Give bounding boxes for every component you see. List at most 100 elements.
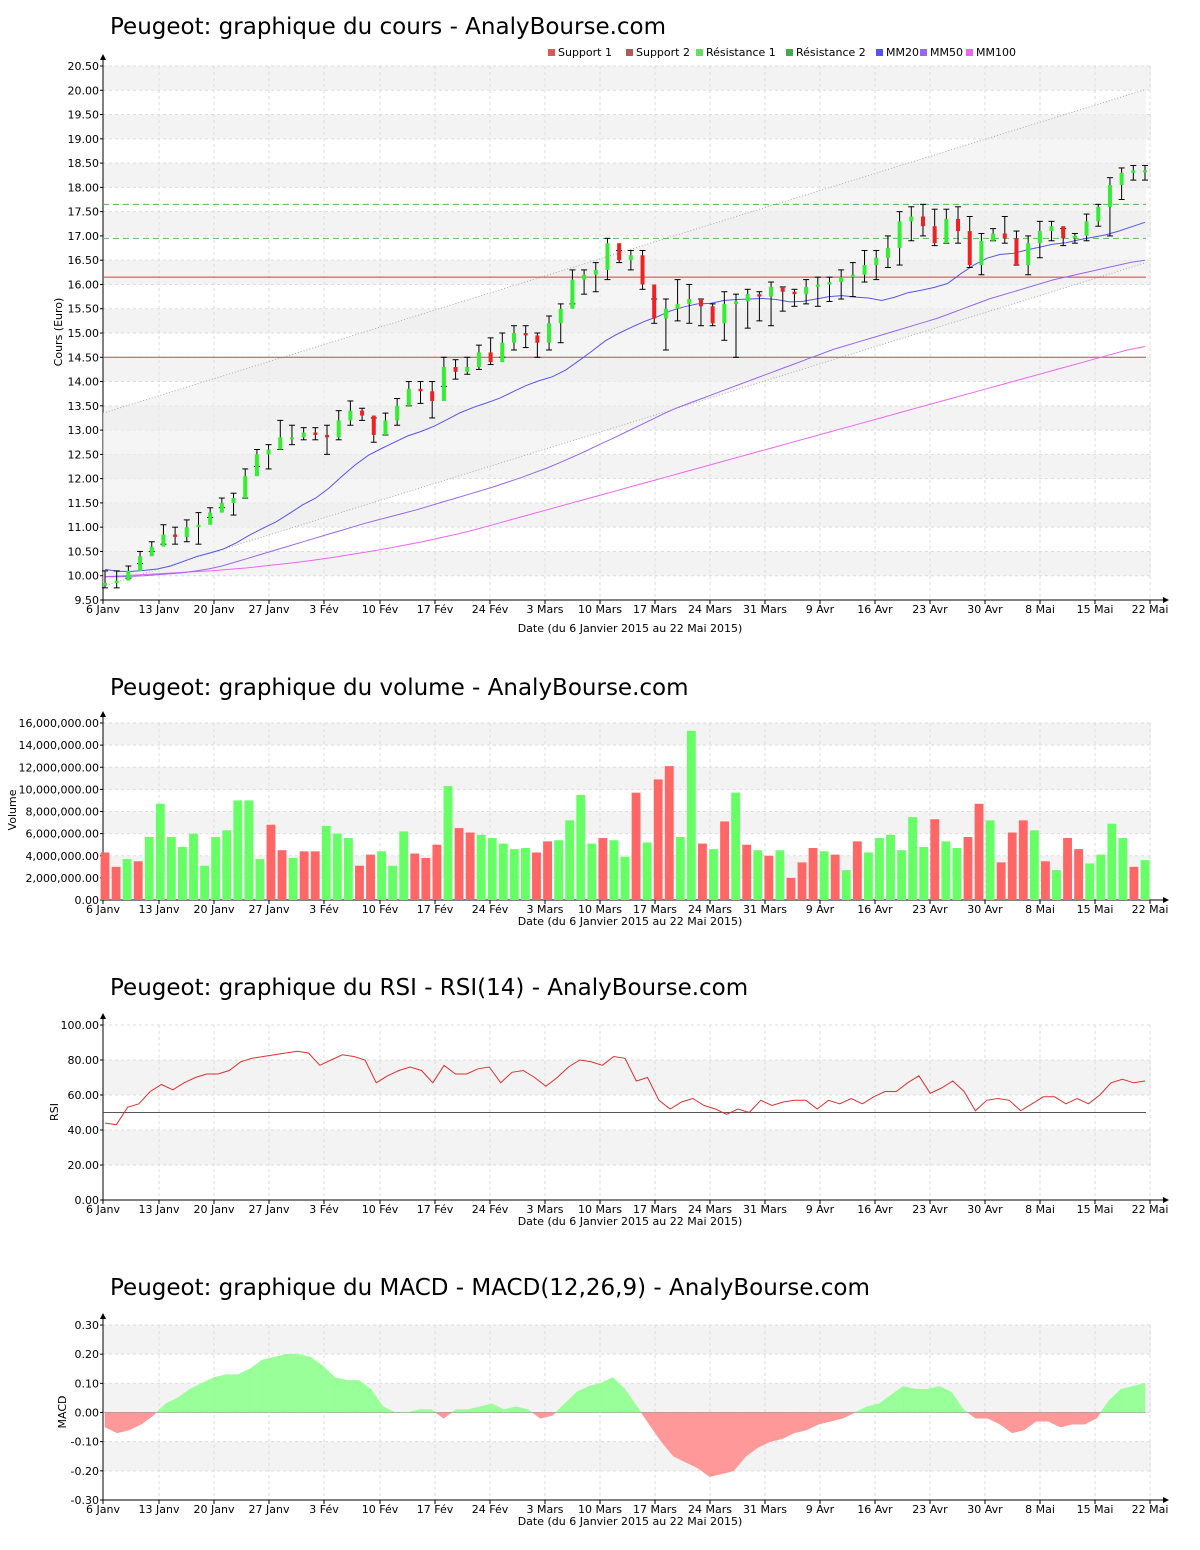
volume-bar <box>410 853 420 900</box>
x-tick-label: 30 Avr <box>967 903 1003 916</box>
x-tick-label: 6 Janv <box>86 1203 120 1216</box>
candle <box>510 325 517 351</box>
y-tick-label: 60.00 <box>68 1089 100 1102</box>
candle-body <box>476 352 481 367</box>
volume-axes: 0.00 2,000,000.00 4,000,000.00 6,000,000.00… <box>19 711 1169 916</box>
candle-body <box>710 306 715 324</box>
candle-body <box>196 524 201 528</box>
x-tick-label: 31 Mars <box>743 1203 787 1216</box>
candle <box>207 507 214 525</box>
volume-bar <box>388 865 398 900</box>
x-tick-label: 15 Mai <box>1077 903 1114 916</box>
grid-band <box>103 723 1151 746</box>
candle <box>803 279 810 305</box>
candle <box>616 243 623 264</box>
grid-band <box>103 114 1151 139</box>
volume-bar <box>642 842 652 900</box>
candle-body <box>126 570 131 581</box>
volume-y-axis-label: Volume <box>6 789 19 830</box>
volume-bar <box>742 844 752 900</box>
x-tick-label: 31 Mars <box>743 903 787 916</box>
legend-swatch <box>966 49 973 56</box>
candle <box>768 281 775 327</box>
y-tick-label: 0.20 <box>75 1348 100 1361</box>
volume-bar <box>189 833 198 900</box>
candle-body <box>1014 238 1019 266</box>
macd-negative-area <box>104 1412 1102 1478</box>
y-axis-arrow <box>100 1013 106 1019</box>
y-tick-label: 11.00 <box>68 521 100 534</box>
candle <box>335 410 342 441</box>
candle-body <box>1026 243 1031 266</box>
candle <box>1130 165 1137 181</box>
candle <box>218 497 225 513</box>
volume-bar <box>266 824 276 900</box>
volume-bar <box>432 844 442 900</box>
grid-band <box>103 767 1151 790</box>
x-tick-label: 17 Mars <box>633 1503 677 1516</box>
volume-bar <box>775 850 785 900</box>
candle-body <box>944 218 949 244</box>
candle-body <box>511 333 516 343</box>
x-tick-label: 16 Avr <box>857 903 893 916</box>
x-tick-label: 20 Janv <box>194 1503 235 1516</box>
y-tick-label: 10.00 <box>68 570 100 583</box>
x-tick-label: 10 Fév <box>362 903 399 916</box>
x-tick-label: 31 Mars <box>743 1503 787 1516</box>
volume-bar <box>509 849 519 900</box>
x-tick-label: 9 Avr <box>806 903 835 916</box>
candle-body <box>243 476 248 499</box>
volume-bar <box>211 836 221 900</box>
candle <box>546 315 553 351</box>
candle <box>779 286 786 312</box>
x-tick-label: 24 Fév <box>472 1503 509 1516</box>
volume-bar <box>310 851 320 900</box>
y-tick-label: 20.50 <box>68 60 100 73</box>
price-panel: Peugeot: graphique du cours - AnalyBours… <box>52 14 1169 635</box>
x-tick-label: 13 Janv <box>139 1203 180 1216</box>
x-tick-label: 10 Mars <box>578 1203 622 1216</box>
candle-body <box>991 233 996 241</box>
candle-body <box>979 240 984 266</box>
x-tick-label: 13 Janv <box>139 603 180 616</box>
x-tick-label: 16 Avr <box>857 1203 893 1216</box>
volume-bar <box>952 848 962 900</box>
candle <box>1071 232 1078 244</box>
candle-body <box>336 420 341 438</box>
candle <box>651 284 658 324</box>
candle-body <box>792 291 797 295</box>
legend-swatch <box>786 49 793 56</box>
x-tick-label: 10 Fév <box>362 1203 399 1216</box>
volume-bar <box>1129 866 1139 900</box>
candle-body <box>348 410 353 421</box>
candle <box>1025 235 1032 276</box>
candle-body <box>488 352 493 363</box>
volume-bar <box>498 843 508 900</box>
candle-body <box>325 434 330 438</box>
x-tick-label: 15 Mai <box>1077 1503 1114 1516</box>
volume-bar <box>631 792 641 900</box>
volume-bar <box>343 838 353 900</box>
x-tick-label: 22 Mai <box>1132 1203 1169 1216</box>
candle <box>919 203 926 237</box>
candle <box>639 249 646 290</box>
candle <box>125 565 132 581</box>
volume-bar <box>543 841 552 900</box>
volume-bar <box>1018 820 1028 900</box>
candle <box>300 427 307 441</box>
rsi-panel: Peugeot: graphique du RSI - RSI(14) - An… <box>48 975 1169 1228</box>
x-tick-label: 31 Mars <box>743 603 787 616</box>
candle <box>277 419 284 451</box>
volume-bar <box>731 792 741 900</box>
candle-body <box>862 265 867 275</box>
volume-bar <box>421 857 431 900</box>
candle-body <box>652 284 657 319</box>
trend-channel-lower <box>102 262 1147 587</box>
candle <box>814 276 821 307</box>
candle <box>253 449 260 477</box>
x-tick-label: 24 Fév <box>472 1203 509 1216</box>
y-tick-label: 13.50 <box>68 400 100 413</box>
candle-body <box>500 342 505 363</box>
macd-y-axis-label: MACD <box>56 1396 69 1429</box>
